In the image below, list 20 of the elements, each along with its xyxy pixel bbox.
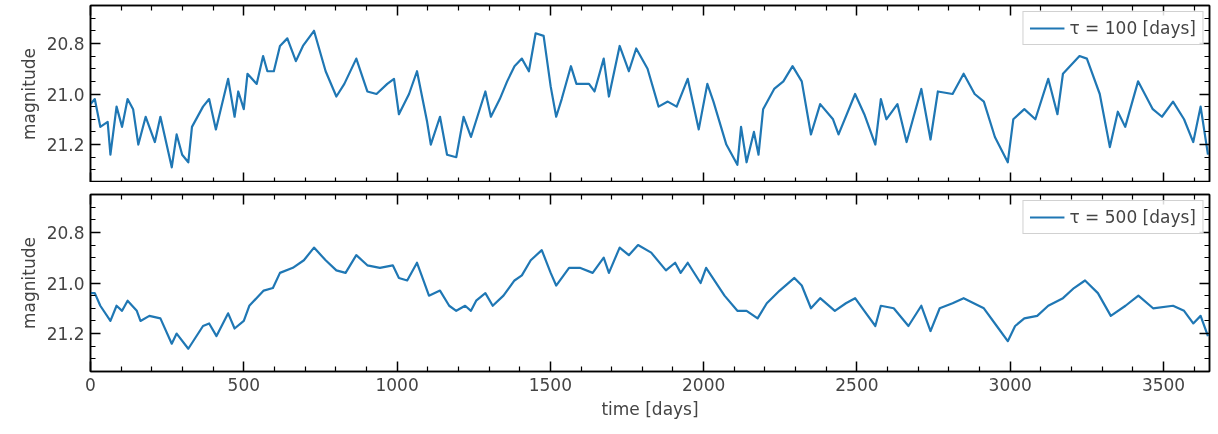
y-tick-label: 20.8 bbox=[46, 222, 85, 243]
y-tick-label: 20.8 bbox=[46, 33, 85, 54]
x-tick-label: 2500 bbox=[835, 374, 879, 395]
x-tick-label: 2000 bbox=[682, 374, 726, 395]
y-tick-label: 21.0 bbox=[46, 84, 85, 105]
line-series bbox=[90, 243, 1210, 350]
legend-label: τ = 100 [days] bbox=[1069, 18, 1196, 38]
legend-label: τ = 500 [days] bbox=[1069, 207, 1196, 227]
x-tick-label: 3500 bbox=[1141, 374, 1186, 395]
y-axis-title: magnitude bbox=[18, 48, 39, 140]
x-tick-label: 1000 bbox=[375, 374, 419, 395]
y-tick-label: 21.2 bbox=[46, 324, 85, 345]
x-tick-label: 3000 bbox=[988, 374, 1032, 395]
y-tick-label: 21.2 bbox=[46, 135, 85, 156]
y-axis-title: magnitude bbox=[18, 237, 39, 329]
x-tick-label: 500 bbox=[227, 374, 261, 395]
x-tick-label: 1500 bbox=[528, 374, 572, 395]
x-tick-label: 0 bbox=[85, 374, 96, 395]
x-axis-title: time [days] bbox=[601, 398, 699, 419]
y-tick-label: 21.0 bbox=[46, 273, 85, 294]
